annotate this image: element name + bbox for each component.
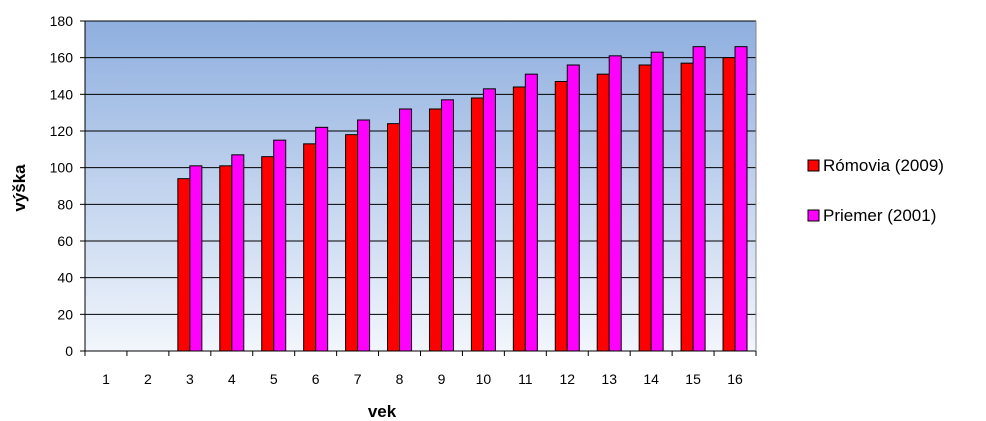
bar-romovia-12 [554, 81, 568, 352]
y-tick-label: 160 [50, 50, 74, 66]
bar-romovia-14 [638, 64, 652, 352]
x-tick-label: 14 [643, 371, 659, 387]
x-tick-label: 7 [354, 371, 362, 387]
bar-romovia-5 [261, 156, 275, 352]
y-tick-label: 100 [50, 160, 74, 176]
y-tick-label: 20 [57, 306, 73, 322]
bar-priemer-8 [399, 108, 413, 352]
bar-romovia-8 [387, 123, 401, 352]
x-tick-label: 5 [270, 371, 278, 387]
y-tick-label: 40 [57, 270, 73, 286]
x-tick-label: 13 [601, 371, 617, 387]
x-tick-label: 6 [312, 371, 320, 387]
x-tick-label: 12 [559, 371, 575, 387]
legend: Rómovia (2009) Priemer (2001) [807, 156, 944, 225]
y-tick-label: 0 [65, 343, 73, 359]
axes [80, 20, 757, 356]
y-tick-label: 60 [57, 233, 73, 249]
bar-romovia-15 [680, 62, 694, 352]
legend-swatch-priemer [807, 209, 820, 222]
legend-label-priemer: Priemer (2001) [823, 206, 936, 225]
y-tick-label: 180 [50, 13, 74, 29]
x-tick-labels: 1 2 3 4 5 6 7 8 9 10 11 12 13 14 15 16 [102, 371, 743, 387]
x-tick-label: 3 [186, 371, 194, 387]
bars [177, 46, 748, 352]
x-tick-label: 2 [144, 371, 152, 387]
x-tick-label: 1 [102, 371, 110, 387]
x-axis-title: vek [368, 402, 397, 421]
x-tick-label: 10 [476, 371, 492, 387]
bar-priemer-13 [608, 55, 622, 352]
bar-priemer-5 [273, 139, 287, 352]
bar-priemer-14 [650, 51, 664, 352]
legend-swatch-romovia [807, 159, 820, 172]
bar-romovia-7 [345, 134, 359, 352]
bar-priemer-15 [692, 46, 706, 352]
x-tick-label: 8 [396, 371, 404, 387]
x-tick-label: 11 [518, 371, 533, 387]
bar-priemer-9 [440, 99, 454, 352]
x-tick-label: 4 [228, 371, 236, 387]
x-tick-label: 9 [438, 371, 446, 387]
bar-romovia-16 [722, 57, 736, 352]
y-tick-labels: 0 20 40 60 80 100 120 140 160 180 [50, 13, 74, 359]
bar-romovia-11 [512, 86, 526, 352]
bar-romovia-10 [470, 97, 484, 352]
y-tick-label: 120 [50, 123, 74, 139]
bar-priemer-10 [482, 88, 496, 352]
bar-romovia-9 [428, 108, 442, 352]
y-tick-label: 80 [57, 196, 73, 212]
bar-priemer-16 [734, 46, 748, 352]
bar-priemer-6 [315, 126, 329, 352]
bar-romovia-6 [303, 143, 317, 352]
bar-priemer-7 [357, 119, 371, 352]
y-tick-label: 140 [50, 86, 74, 102]
bar-priemer-11 [524, 73, 538, 352]
bar-romovia-4 [219, 165, 233, 352]
legend-label-romovia: Rómovia (2009) [823, 156, 944, 175]
bar-priemer-4 [231, 154, 245, 352]
bar-romovia-3 [177, 178, 191, 352]
x-tick-label: 15 [685, 371, 701, 387]
x-tick-label: 16 [727, 371, 743, 387]
bar-priemer-12 [566, 64, 580, 352]
bar-priemer-3 [189, 165, 203, 352]
bar-romovia-13 [596, 73, 610, 352]
y-axis-title: výška [10, 164, 29, 212]
